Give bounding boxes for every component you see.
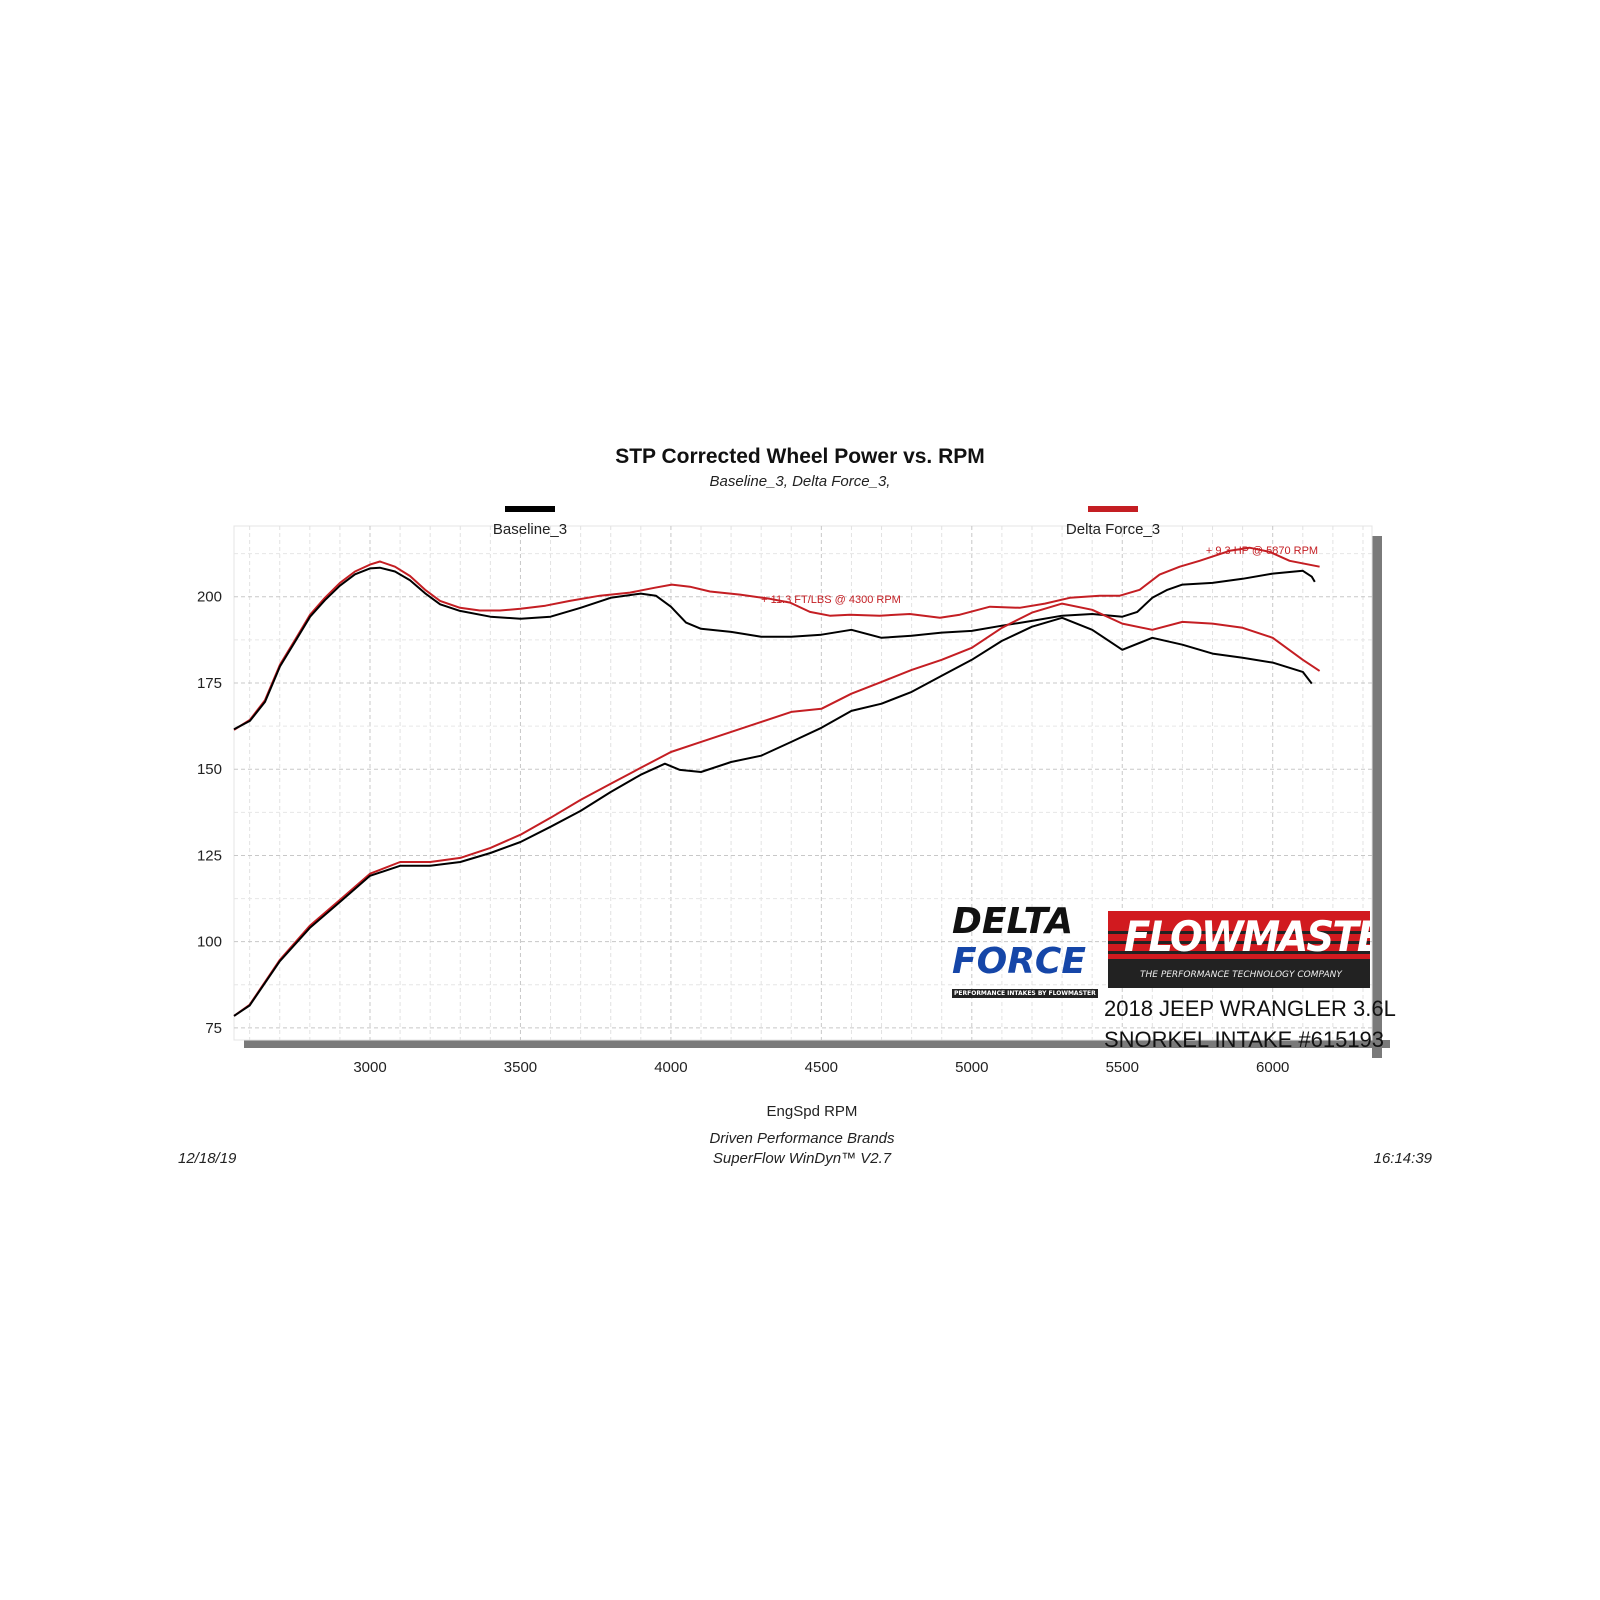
flowmaster-stripe xyxy=(1108,931,1370,934)
delta-force-logo-line2: FORCE xyxy=(952,941,1086,982)
y-tick-label: 200 xyxy=(197,589,222,606)
legend-label: Baseline_3 xyxy=(493,521,567,538)
chart-subtitle: Baseline_3, Delta Force_3, xyxy=(710,473,891,490)
x-tick-label: 6000 xyxy=(1256,1059,1289,1076)
y-tick-label: 75 xyxy=(205,1020,222,1037)
x-tick-label: 5000 xyxy=(955,1059,988,1076)
delta-force-logo-line1: DELTA xyxy=(952,901,1074,942)
flowmaster-logo: FLOWMASTER THE PERFORMANCE TECHNOLOGY CO… xyxy=(1108,911,1370,988)
y-tick-label: 150 xyxy=(197,761,222,778)
plot-shadow-right xyxy=(1372,536,1382,1058)
series-line-baseline-3 xyxy=(233,616,1313,1017)
legend-swatch xyxy=(505,506,555,512)
flowmaster-tagline: THE PERFORMANCE TECHNOLOGY COMPANY xyxy=(1140,970,1342,980)
x-axis-label: EngSpd RPM xyxy=(767,1103,858,1120)
flowmaster-stripe xyxy=(1108,951,1370,954)
y-tick-label: 100 xyxy=(197,934,222,951)
legend-label: Delta Force_3 xyxy=(1066,521,1160,538)
vehicle-label: 2018 JEEP WRANGLER 3.6L xyxy=(1104,996,1396,1021)
chart-title: STP Corrected Wheel Power vs. RPM xyxy=(615,445,985,468)
flowmaster-stripe xyxy=(1108,941,1370,944)
y-tick-label: 125 xyxy=(197,847,222,864)
footer-company: Driven Performance Brands xyxy=(709,1130,895,1147)
footer-time: 16:14:39 xyxy=(1374,1150,1433,1167)
x-tick-label: 4000 xyxy=(654,1059,687,1076)
flowmaster-name: FLOWMASTER xyxy=(1124,912,1370,961)
delta-force-logo: DELTA FORCE PERFORMANCE INTAKES BY FLOWM… xyxy=(952,902,1102,1000)
x-tick-label: 3000 xyxy=(353,1059,386,1076)
delta-force-tagline: PERFORMANCE INTAKES BY FLOWMASTER xyxy=(952,989,1098,998)
series-line-delta-force-3 xyxy=(233,546,1320,731)
x-tick-label: 3500 xyxy=(504,1059,537,1076)
legend-swatch xyxy=(1088,506,1138,512)
series-line-baseline-3 xyxy=(233,566,1316,731)
annotation-label: + 11.3 FT/LBS @ 4300 RPM xyxy=(761,594,901,606)
footer-software: SuperFlow WinDyn™ V2.7 xyxy=(713,1150,892,1167)
x-tick-label: 4500 xyxy=(805,1059,838,1076)
series-line-delta-force-3 xyxy=(233,602,1321,1017)
x-tick-label: 5500 xyxy=(1106,1059,1139,1076)
plot-shadow-bottom xyxy=(244,1040,1390,1048)
part-label: SNORKEL INTAKE #615193 xyxy=(1104,1027,1385,1052)
y-tick-label: 175 xyxy=(197,675,222,692)
footer-date: 12/18/19 xyxy=(178,1150,237,1167)
